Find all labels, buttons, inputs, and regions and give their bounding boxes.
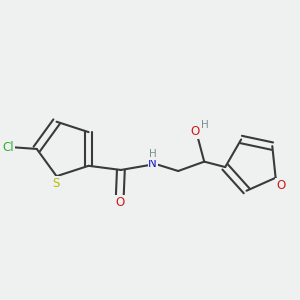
- Text: H: H: [149, 149, 157, 159]
- Text: O: O: [115, 196, 124, 209]
- Text: H: H: [201, 120, 209, 130]
- Text: S: S: [52, 177, 59, 190]
- Text: Cl: Cl: [2, 141, 14, 154]
- Text: N: N: [148, 157, 157, 170]
- Text: O: O: [191, 125, 200, 138]
- Text: O: O: [276, 178, 286, 192]
